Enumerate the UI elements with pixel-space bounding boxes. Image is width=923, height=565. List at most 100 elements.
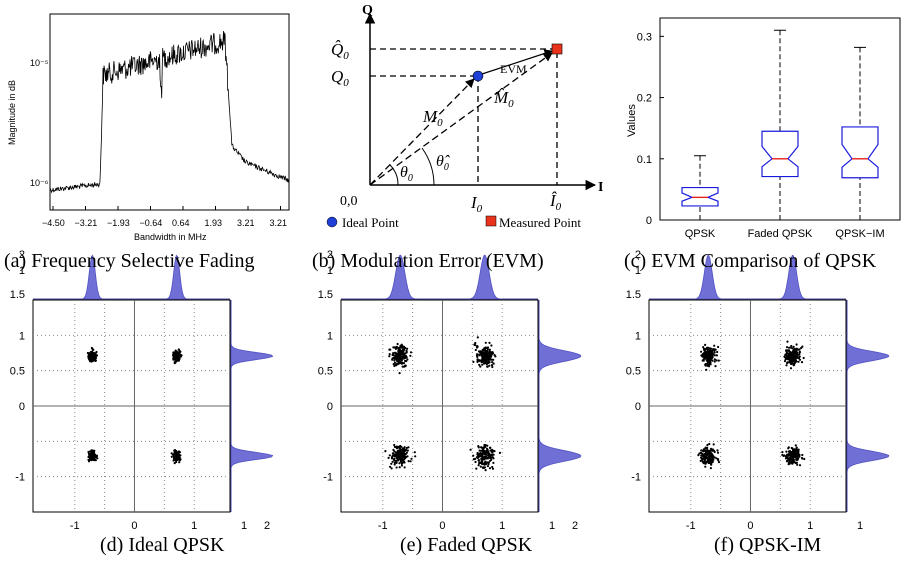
scatter-point — [794, 452, 797, 455]
scatter-point — [486, 444, 489, 447]
scatter-point — [793, 359, 797, 362]
scatter-points — [697, 340, 806, 470]
scatter-point — [792, 345, 795, 348]
fading-plot: 10⁻⁵ 10⁻⁶ Magnitude in dB −4.50 −3.21 −1.9… — [7, 13, 290, 240]
scatter-point — [395, 352, 398, 355]
scatter-point — [393, 359, 396, 362]
scatter-point — [400, 352, 403, 356]
scatter-points — [86, 346, 183, 465]
scatter-point — [480, 350, 483, 353]
m0hat-label: M̂0 — [493, 88, 514, 110]
scatter-point — [706, 446, 709, 449]
evm-diagram: Q I 0,0 Q̂0 Q0 I0 Î0 M0 M̂0 EVM θ0 θ̂0 I… — [326, 3, 603, 230]
scatter-point — [405, 349, 408, 352]
scatter-point — [797, 348, 800, 351]
scatter-point — [90, 450, 93, 453]
theta0-arc — [389, 164, 399, 186]
scatter-point — [477, 458, 480, 462]
scatter-point — [712, 458, 715, 461]
scatter-point — [407, 460, 410, 463]
scatter-point — [489, 449, 492, 452]
scatter-point — [787, 446, 790, 449]
scatter-point — [708, 455, 711, 458]
scatter-point — [179, 454, 182, 457]
scatter-point — [480, 460, 483, 463]
scatter-point — [396, 346, 399, 349]
scatter-point — [704, 465, 707, 468]
top-dist-tick-label: 2 — [327, 250, 333, 261]
scatter-point — [787, 463, 790, 466]
scatter-point — [178, 461, 181, 464]
scatter-point — [491, 467, 495, 470]
scatter-point — [397, 348, 401, 351]
top-dist-tick-label: 1 — [635, 265, 641, 277]
scatter-point — [414, 455, 417, 458]
scatter-point — [713, 344, 716, 347]
scatter-point — [479, 365, 482, 368]
boxplot-ytick-label: 0.2 — [637, 93, 652, 105]
scatter-point — [488, 364, 491, 367]
scatter-point — [486, 454, 490, 457]
scatter-point — [798, 355, 801, 358]
scatter-point — [706, 350, 709, 353]
scatter-point — [487, 452, 490, 455]
scatter-ytick-label: 0.5 — [10, 366, 25, 378]
scatter-point — [176, 458, 179, 461]
scatter-point — [703, 457, 706, 460]
scatter-point — [702, 346, 705, 349]
scatter-point — [717, 461, 721, 464]
scatter-point — [491, 449, 494, 452]
scatter-xtick-label: 0 — [131, 520, 137, 532]
scatter-point — [388, 355, 391, 358]
scatter-point — [477, 446, 480, 449]
scatter-point — [785, 364, 788, 367]
scatter-point — [400, 459, 403, 462]
scatter-point — [786, 340, 789, 343]
scatter-point — [170, 455, 173, 458]
scatter-point — [792, 455, 795, 458]
scatter-point — [791, 462, 794, 465]
scatter-point — [393, 445, 396, 448]
scatter-point — [797, 448, 800, 451]
top-dist-tick-label: 1 — [327, 265, 333, 277]
scatter-point — [396, 457, 399, 460]
right-marginal-distribution — [538, 300, 582, 512]
scatter-point — [393, 361, 397, 364]
top-dist-tick-label: 1 — [19, 265, 25, 277]
scatter-point — [177, 348, 180, 351]
fading-xtick-label: 3.21 — [270, 218, 288, 228]
scatter-point — [701, 457, 704, 460]
evm-label: EVM — [500, 62, 527, 76]
scatter-point — [792, 354, 796, 357]
scatter-point — [788, 357, 791, 360]
scatter-point — [475, 467, 478, 470]
scatter-point — [404, 359, 407, 362]
scatter-point — [486, 447, 489, 450]
measured-point-marker — [551, 43, 563, 55]
scatter-point — [790, 446, 793, 450]
scatter-point — [490, 454, 493, 457]
scatter-point — [712, 353, 715, 356]
scatter-point — [89, 359, 92, 362]
scatter-point — [387, 456, 390, 459]
scatter-point — [403, 466, 406, 469]
scatter-point — [781, 451, 784, 454]
right-dist-tick-label: 1 — [241, 520, 247, 532]
scatter-point — [390, 467, 393, 470]
scatter-point — [795, 461, 798, 464]
top-dist-tick-label: 2 — [19, 250, 25, 261]
scatter-xtick-label: 1 — [499, 520, 505, 532]
scatter-point — [391, 353, 394, 357]
scatter-point — [409, 354, 412, 357]
scatter-point — [710, 354, 713, 357]
scatter-point — [784, 353, 787, 356]
scatter-point — [708, 442, 711, 446]
scatter-point — [394, 356, 397, 359]
scatter-point — [394, 459, 397, 462]
scatter-point — [785, 356, 788, 359]
scatter-point — [716, 350, 719, 354]
scatter-point — [702, 453, 705, 456]
scatter-point — [174, 351, 177, 354]
scatter-point — [398, 372, 401, 375]
scatter-point — [472, 360, 475, 363]
